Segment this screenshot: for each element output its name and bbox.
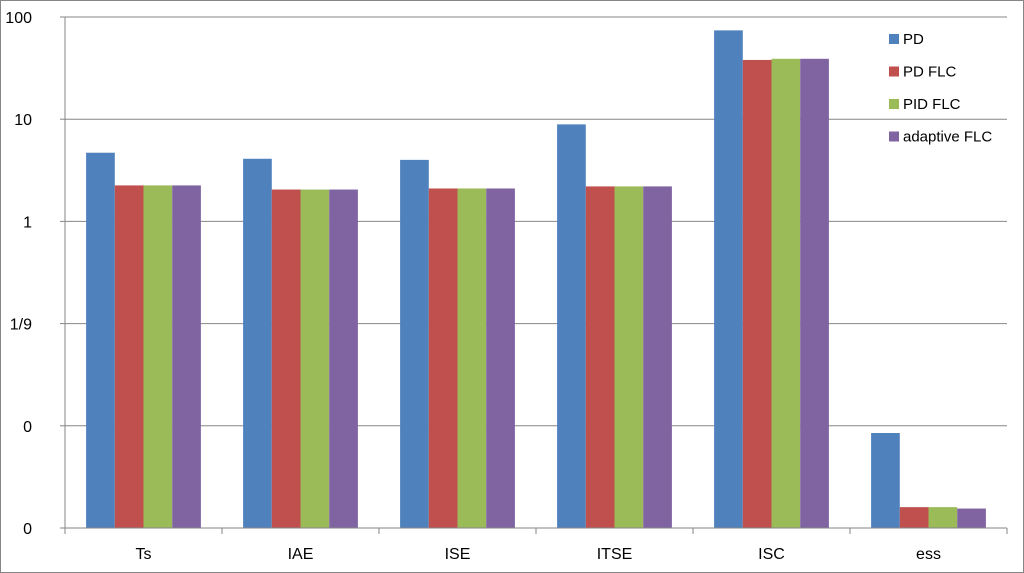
bar-pd-flc-ise [428,188,458,529]
y-tick-labels: 0 0 1/9 1 10 100 [5,10,32,538]
legend-entry-label: adaptive FLC [903,129,992,146]
bars [86,30,986,529]
x-tick-label: ISE [445,546,471,563]
legend-entry-label: PD [903,31,924,48]
bar-pd-isc [714,30,743,528]
bar-adaptive-flc-isc [800,58,829,528]
y-tick-label: 100 [5,10,32,27]
legend-swatch [889,131,899,142]
x-tick-labels: Ts IAE ISE ITSE ISC ess [136,546,941,563]
bar-pd-iae [243,158,272,528]
bar-pd-flc-itse [585,186,615,528]
bar-pid-flc-isc [771,58,801,528]
bar-pd-flc-iae [271,189,301,528]
legend-entry-label: PID FLC [903,96,961,113]
bar-pid-flc-ts [143,185,173,528]
bar-adaptive-flc-ts [172,185,201,528]
y-tick-label: 10 [14,112,32,129]
y-tick-label: 0 [23,419,32,436]
legend: PD PD FLC PID FLC adaptive FLC [889,31,992,146]
bar-pd-itse [557,124,586,528]
bar-pd-ise [400,159,429,528]
x-tick-label: Ts [136,546,152,563]
bar-adaptive-flc-iae [329,189,358,528]
y-tick-label: 0 [23,521,32,538]
bar-adaptive-flc-ess [957,508,986,528]
bar-pid-flc-iae [300,189,330,528]
bar-pid-flc-itse [614,186,644,528]
bar-adaptive-flc-ise [486,188,515,529]
x-tick-label: ess [916,546,941,563]
legend-swatch [889,34,899,44]
bar-pd-flc-ess [899,507,929,528]
axes [60,16,1008,534]
bar-pd-flc-ts [114,185,144,528]
y-tick-label: 1 [23,214,32,231]
bar-pid-flc-ise [457,188,487,529]
bar-pd-ess [871,433,900,528]
x-tick-label: ITSE [597,546,633,563]
legend-swatch [889,66,899,77]
bar-adaptive-flc-itse [643,186,672,528]
bar-pd-flc-isc [742,59,772,529]
x-tick-label: IAE [288,546,314,563]
gridlines [65,16,1007,427]
bar-pd-ts [86,152,115,528]
legend-swatch [889,99,899,109]
legend-entry-label: PD FLC [903,64,957,81]
x-tick-label: ISC [758,546,785,563]
y-tick-label: 1/9 [10,317,32,334]
bar-pid-flc-ess [928,507,958,528]
